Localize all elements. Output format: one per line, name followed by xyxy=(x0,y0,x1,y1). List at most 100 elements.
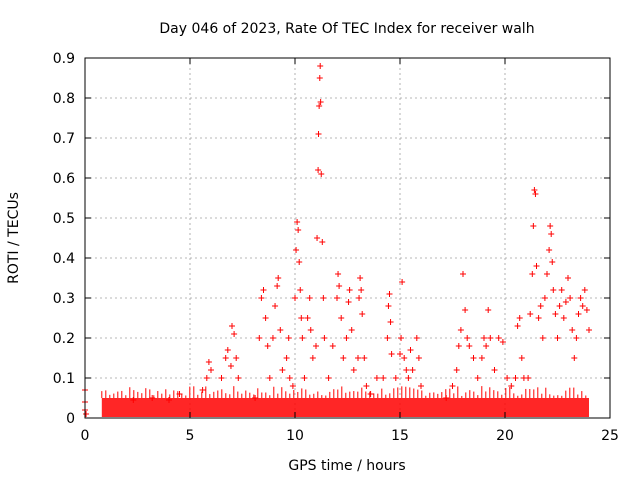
data-point xyxy=(529,271,536,277)
data-point xyxy=(499,339,506,345)
x-tick-label: 20 xyxy=(496,428,514,444)
data-point xyxy=(336,283,343,289)
data-point xyxy=(443,395,450,401)
data-point xyxy=(296,259,303,265)
data-point xyxy=(466,343,473,349)
data-point xyxy=(319,239,326,245)
data-point xyxy=(413,335,420,341)
data-point xyxy=(316,103,323,109)
data-point xyxy=(380,375,387,381)
data-point xyxy=(409,367,416,373)
data-point xyxy=(301,375,308,381)
y-tick-label: 0.5 xyxy=(53,211,75,227)
data-point xyxy=(541,295,548,301)
x-tick-label: 25 xyxy=(601,428,619,444)
data-point xyxy=(560,315,567,321)
data-point xyxy=(318,171,325,177)
data-point xyxy=(329,343,336,349)
data-point xyxy=(315,167,322,173)
data-point xyxy=(285,335,292,341)
data-point xyxy=(227,363,234,369)
data-point xyxy=(508,383,515,389)
data-point xyxy=(586,327,592,333)
data-point xyxy=(292,295,298,301)
data-point xyxy=(307,327,314,333)
data-point xyxy=(297,287,304,293)
data-point xyxy=(269,335,276,341)
data-point xyxy=(571,355,578,361)
data-point xyxy=(385,303,392,309)
data-point xyxy=(558,287,565,293)
y-tick-label: 0.6 xyxy=(53,171,75,187)
data-point xyxy=(504,375,511,381)
data-point xyxy=(304,315,311,321)
data-point xyxy=(546,247,553,253)
data-point xyxy=(306,295,313,301)
data-point xyxy=(334,295,340,301)
data-point xyxy=(346,287,353,293)
data-point xyxy=(525,375,532,381)
x-tick-label: 15 xyxy=(391,428,409,444)
data-point xyxy=(565,275,571,281)
data-point xyxy=(418,383,424,389)
data-point xyxy=(313,343,319,349)
data-point xyxy=(405,375,412,381)
data-point xyxy=(203,375,210,381)
data-point xyxy=(266,375,273,381)
data-point xyxy=(345,299,352,305)
data-point xyxy=(549,259,556,265)
data-point xyxy=(275,275,282,281)
data-point xyxy=(355,355,361,361)
data-point xyxy=(470,355,477,361)
data-point xyxy=(272,303,279,309)
data-point xyxy=(315,131,322,137)
data-point xyxy=(455,343,462,349)
data-point xyxy=(357,275,364,281)
data-point xyxy=(398,335,405,341)
data-point xyxy=(176,391,183,397)
data-point xyxy=(316,75,323,81)
chart-title: Day 046 of 2023, Rate Of TEC Index for r… xyxy=(159,21,534,37)
plot-frame xyxy=(84,57,611,419)
data-point xyxy=(229,323,235,329)
axes: 0 5 10 15 20 25 0 0.1 0.2 0.3 0.4 0.5 0.6 0.7 0.8 0.9 xyxy=(53,51,619,444)
data-point xyxy=(552,311,559,317)
y-tick-label: 0.7 xyxy=(53,131,75,147)
data-point xyxy=(235,375,242,381)
data-point xyxy=(317,63,324,69)
data-point xyxy=(321,335,328,341)
data-point xyxy=(83,411,90,417)
data-point xyxy=(363,383,370,389)
data-point xyxy=(579,303,586,309)
data-point xyxy=(309,355,316,361)
data-point xyxy=(335,271,342,277)
data-point xyxy=(533,263,540,269)
y-tick-label: 0.2 xyxy=(53,331,75,347)
data-point xyxy=(387,319,394,325)
data-point xyxy=(286,375,293,381)
data-point xyxy=(460,271,466,277)
data-point xyxy=(361,355,368,361)
data-point xyxy=(562,299,569,305)
data-point xyxy=(260,287,267,293)
data-point xyxy=(581,287,588,293)
data-point xyxy=(289,383,296,389)
data-point xyxy=(532,191,539,197)
data-point xyxy=(388,351,395,357)
y-axis-label: ROTI / TECUs xyxy=(6,192,22,284)
y-tick-label: 0.1 xyxy=(53,371,75,387)
data-point xyxy=(208,367,214,373)
data-point xyxy=(544,271,550,277)
data-point xyxy=(231,331,238,337)
data-point xyxy=(224,347,231,353)
data-point xyxy=(462,307,469,313)
data-point xyxy=(348,327,355,333)
data-point xyxy=(166,397,172,403)
dense-low-values-band xyxy=(101,386,590,417)
y-tick-label: 0.9 xyxy=(53,51,75,67)
y-tick-label: 0 xyxy=(66,411,75,427)
data-point xyxy=(199,387,206,393)
data-point xyxy=(575,311,582,317)
data-point xyxy=(403,367,410,373)
data-point xyxy=(205,359,212,365)
